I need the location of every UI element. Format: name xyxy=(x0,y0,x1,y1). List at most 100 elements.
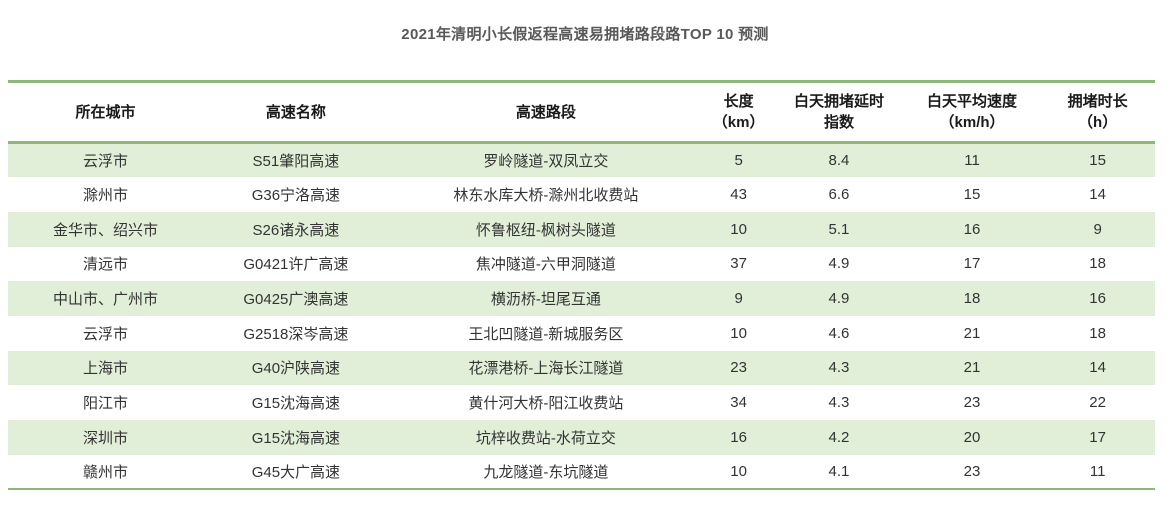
cell-duration: 18 xyxy=(1089,255,1106,273)
cell-highway-name: G0425广澳高速 xyxy=(243,291,349,309)
table-header-row: 所在城市 高速名称 高速路段 长度 （km） 白天拥堵延时 指数 xyxy=(8,81,1155,143)
cell-highway-name: G45大广高速 xyxy=(251,464,341,482)
column-header-highway-name: 高速名称 xyxy=(203,82,389,143)
cell-avg-speed: 21 xyxy=(963,359,981,377)
table-body: 云浮市 S51肇阳高速 罗岭隧道-双凤立交 5 8.4 11 15 滁州市 G36宁洛高速 林东水… xyxy=(8,142,1155,490)
table-row: 阳江市 G15沈海高速 黄什河大桥-阳江收费站 34 4.3 23 22 xyxy=(8,385,1155,420)
cell-length-km: 9 xyxy=(734,290,743,308)
cell-avg-speed: 15 xyxy=(963,186,981,204)
cell-length-km: 10 xyxy=(730,220,747,238)
cell-highway-section: 坑梓收费站-水荷立交 xyxy=(475,429,616,447)
cell-delay-index: 4.1 xyxy=(828,463,850,481)
cell-delay-index: 4.3 xyxy=(828,394,850,412)
cell-highway-section: 王北凹隧道-新城服务区 xyxy=(468,325,624,343)
column-header-city: 所在城市 xyxy=(8,82,203,143)
table-row: 金华市、绍兴市 S26诸永高速 怀鲁枢纽-枫树头隧道 10 5.1 16 9 xyxy=(8,211,1155,247)
cell-highway-section: 黄什河大桥-阳江收费站 xyxy=(468,395,624,413)
cell-city: 深圳市 xyxy=(82,429,128,447)
cell-delay-index: 5.1 xyxy=(828,220,850,238)
cell-duration: 18 xyxy=(1089,324,1106,342)
page-title: 2021年清明小长假返程高速易拥堵路段路TOP 10 预测 xyxy=(401,26,769,43)
column-header-label: 指数 xyxy=(823,114,854,131)
table-row: 深圳市 G15沈海高速 坑梓收费站-水荷立交 16 4.2 20 17 xyxy=(8,420,1155,455)
table-row: 云浮市 G2518深岑高速 王北凹隧道-新城服务区 10 4.6 21 18 xyxy=(8,315,1155,351)
column-header-daytime-avg-speed: 白天平均速度 （km/h） xyxy=(904,82,1040,143)
column-header-label: （km） xyxy=(712,114,765,131)
cell-delay-index: 6.6 xyxy=(828,186,850,204)
cell-highway-name: S26诸永高速 xyxy=(252,221,340,239)
column-header-label: （h） xyxy=(1078,114,1118,131)
cell-highway-name: G40沪陕高速 xyxy=(251,360,341,378)
cell-city: 滁州市 xyxy=(82,187,128,205)
cell-delay-index: 4.6 xyxy=(828,324,850,342)
cell-length-km: 10 xyxy=(730,324,747,342)
cell-duration: 11 xyxy=(1089,463,1106,481)
cell-highway-name: G36宁洛高速 xyxy=(251,187,341,205)
cell-avg-speed: 23 xyxy=(963,394,981,412)
cell-highway-name: S51肇阳高速 xyxy=(252,153,340,171)
table-row: 赣州市 G45大广高速 九龙隧道-东坑隧道 10 4.1 23 11 xyxy=(8,454,1155,490)
cell-delay-index: 4.2 xyxy=(828,428,850,446)
column-header-label: 长度 xyxy=(723,93,754,110)
congestion-table: 所在城市 高速名称 高速路段 长度 （km） 白天拥堵延时 指数 xyxy=(8,80,1155,491)
column-header-label: 白天平均速度 xyxy=(927,93,1018,110)
table-header: 所在城市 高速名称 高速路段 长度 （km） 白天拥堵延时 指数 xyxy=(8,81,1155,143)
cell-city: 金华市、绍兴市 xyxy=(52,221,158,239)
cell-length-km: 10 xyxy=(730,463,747,481)
cell-city: 中山市、广州市 xyxy=(52,291,158,309)
cell-duration: 9 xyxy=(1093,220,1102,238)
cell-avg-speed: 17 xyxy=(963,255,981,273)
cell-duration: 22 xyxy=(1089,394,1106,412)
table-row: 清远市 G0421许广高速 焦冲隧道-六甲洞隧道 37 4.9 17 18 xyxy=(8,246,1155,282)
cell-highway-section: 怀鲁枢纽-枫树头隧道 xyxy=(475,221,616,239)
cell-length-km: 23 xyxy=(730,359,747,377)
cell-avg-speed: 20 xyxy=(963,428,981,446)
column-header-label: 所在城市 xyxy=(75,103,136,121)
cell-highway-section: 焦冲隧道-六甲洞隧道 xyxy=(475,256,616,274)
column-header-length-km: 长度 （km） xyxy=(703,82,774,143)
column-header-label: 高速路段 xyxy=(515,103,576,121)
cell-highway-name: G0421许广高速 xyxy=(243,256,349,274)
column-header-congestion-duration: 拥堵时长 （h） xyxy=(1040,82,1155,143)
column-header-label: 白天拥堵延时 xyxy=(793,93,884,110)
cell-avg-speed: 16 xyxy=(963,220,981,238)
cell-delay-index: 4.9 xyxy=(828,255,850,273)
cell-length-km: 5 xyxy=(734,152,743,170)
cell-city: 阳江市 xyxy=(82,395,128,413)
cell-delay-index: 8.4 xyxy=(828,152,850,170)
cell-highway-section: 横沥桥-坦尾互通 xyxy=(490,291,601,309)
cell-length-km: 37 xyxy=(730,255,747,273)
table-row: 中山市、广州市 G0425广澳高速 横沥桥-坦尾互通 9 4.9 18 16 xyxy=(8,281,1155,316)
column-header-label: （km/h） xyxy=(939,114,1005,131)
column-header-highway-section: 高速路段 xyxy=(389,82,703,143)
cell-city: 云浮市 xyxy=(82,325,128,343)
column-header-label: 拥堵时长 xyxy=(1067,93,1128,110)
cell-length-km: 34 xyxy=(730,394,747,412)
cell-avg-speed: 23 xyxy=(963,463,981,481)
cell-city: 云浮市 xyxy=(82,153,128,171)
table-row: 云浮市 S51肇阳高速 罗岭隧道-双凤立交 5 8.4 11 15 xyxy=(8,142,1155,178)
cell-city: 赣州市 xyxy=(82,464,128,482)
cell-delay-index: 4.3 xyxy=(828,359,850,377)
cell-highway-section: 九龙隧道-东坑隧道 xyxy=(483,464,609,482)
cell-highway-section: 花漂港桥-上海长江隧道 xyxy=(468,360,624,378)
cell-highway-name: G2518深岑高速 xyxy=(243,325,349,343)
cell-city: 清远市 xyxy=(82,256,128,274)
cell-duration: 16 xyxy=(1089,290,1106,308)
cell-highway-name: G15沈海高速 xyxy=(251,395,341,413)
table-row: 滁州市 G36宁洛高速 林东水库大桥-滁州北收费站 43 6.6 15 14 xyxy=(8,177,1155,212)
cell-highway-section: 林东水库大桥-滁州北收费站 xyxy=(453,187,639,205)
cell-duration: 15 xyxy=(1089,152,1106,170)
cell-avg-speed: 11 xyxy=(964,152,980,170)
cell-city: 上海市 xyxy=(82,360,128,378)
table-row: 上海市 G40沪陕高速 花漂港桥-上海长江隧道 23 4.3 21 14 xyxy=(8,350,1155,386)
cell-highway-name: G15沈海高速 xyxy=(251,429,341,447)
cell-avg-speed: 21 xyxy=(963,324,981,342)
cell-highway-section: 罗岭隧道-双凤立交 xyxy=(483,153,609,171)
column-header-daytime-delay-index: 白天拥堵延时 指数 xyxy=(774,82,904,143)
cell-duration: 17 xyxy=(1089,428,1106,446)
column-header-label: 高速名称 xyxy=(265,103,326,121)
cell-length-km: 16 xyxy=(730,428,747,446)
cell-length-km: 43 xyxy=(730,186,747,204)
